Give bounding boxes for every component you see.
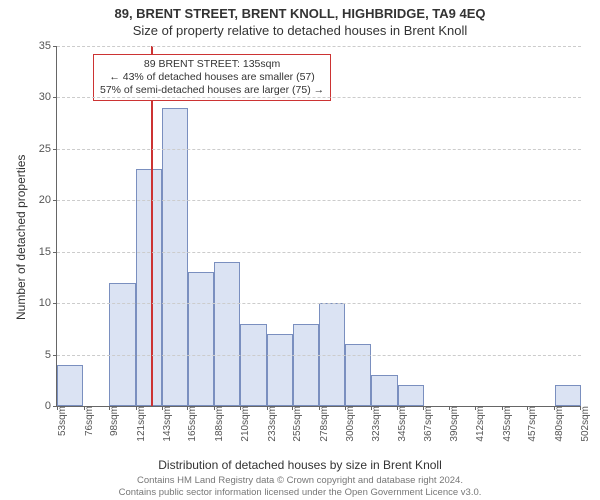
x-tick-label: 323sqm — [367, 406, 382, 442]
footer: Contains HM Land Registry data © Crown c… — [0, 475, 600, 498]
x-tick-label: 345sqm — [393, 406, 408, 442]
y-axis-label: Number of detached properties — [14, 155, 28, 320]
y-tick-label: 30 — [39, 91, 57, 103]
page-subtitle: Size of property relative to detached ho… — [0, 21, 600, 38]
x-tick-label: 121sqm — [132, 406, 147, 442]
annotation-line1: 89 BRENT STREET: 135sqm — [100, 58, 324, 71]
histogram-bar — [109, 283, 135, 406]
x-tick-label: 53sqm — [53, 406, 68, 436]
y-tick-label: 20 — [39, 194, 57, 206]
x-tick-label: 210sqm — [236, 406, 251, 442]
page-title: 89, BRENT STREET, BRENT KNOLL, HIGHBRIDG… — [0, 0, 600, 21]
x-tick-label: 233sqm — [263, 406, 278, 442]
footer-line2: Contains public sector information licen… — [0, 487, 600, 498]
histogram-bar — [188, 272, 214, 406]
footer-line1: Contains HM Land Registry data © Crown c… — [0, 475, 600, 486]
grid-line — [57, 46, 581, 47]
y-tick-label: 25 — [39, 143, 57, 155]
x-tick-label: 367sqm — [419, 406, 434, 442]
x-tick-label: 98sqm — [105, 406, 120, 436]
histogram-bar — [136, 169, 162, 406]
x-axis-label: Distribution of detached houses by size … — [0, 458, 600, 472]
histogram-bar — [555, 385, 581, 406]
grid-line — [57, 355, 581, 356]
histogram-bar — [57, 365, 83, 406]
grid-line — [57, 149, 581, 150]
y-tick-label: 10 — [39, 297, 57, 309]
x-tick-label: 165sqm — [183, 406, 198, 442]
x-tick-label: 457sqm — [523, 406, 538, 442]
annotation-line3: 57% of semi-detached houses are larger (… — [100, 84, 324, 97]
annotation-line2: ← 43% of detached houses are smaller (57… — [100, 71, 324, 84]
histogram-bar — [293, 324, 319, 406]
annotation-box: 89 BRENT STREET: 135sqm ← 43% of detache… — [93, 54, 331, 101]
x-tick-label: 412sqm — [471, 406, 486, 442]
histogram-bar — [398, 385, 424, 406]
y-tick-label: 35 — [39, 40, 57, 52]
histogram-bar — [267, 334, 293, 406]
grid-line — [57, 303, 581, 304]
x-tick-label: 300sqm — [341, 406, 356, 442]
x-tick-label: 502sqm — [576, 406, 591, 442]
x-tick-label: 480sqm — [550, 406, 565, 442]
histogram-bar — [371, 375, 397, 406]
x-tick-label: 76sqm — [80, 406, 95, 436]
y-tick-label: 5 — [45, 349, 57, 361]
histogram-bar — [214, 262, 240, 406]
x-tick-label: 188sqm — [210, 406, 225, 442]
histogram-bar — [162, 108, 188, 406]
grid-line — [57, 252, 581, 253]
chart-plot-area: 89 BRENT STREET: 135sqm ← 43% of detache… — [56, 46, 581, 407]
x-tick-label: 255sqm — [288, 406, 303, 442]
histogram-bar — [240, 324, 266, 406]
x-tick-label: 143sqm — [158, 406, 173, 442]
grid-line — [57, 200, 581, 201]
x-tick-label: 390sqm — [445, 406, 460, 442]
y-tick-label: 15 — [39, 246, 57, 258]
grid-line — [57, 97, 581, 98]
x-tick-label: 278sqm — [315, 406, 330, 442]
histogram-bar — [345, 344, 371, 406]
x-tick-label: 435sqm — [498, 406, 513, 442]
